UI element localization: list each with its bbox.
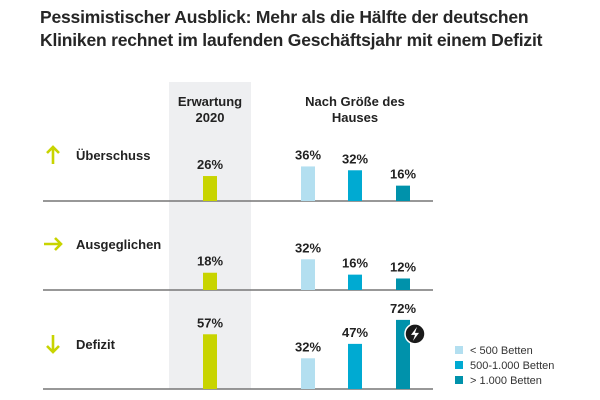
value-label: 57% bbox=[197, 315, 223, 330]
legend-swatch-medium bbox=[455, 361, 463, 369]
arrow-up-icon bbox=[46, 145, 60, 164]
legend-label: 500-1.000 Betten bbox=[470, 360, 554, 372]
chart-title: Pessimistischer Ausblick: Mehr als die H… bbox=[40, 6, 600, 52]
category-label: Überschuss bbox=[76, 148, 150, 163]
bar-expectation-1 bbox=[203, 272, 217, 290]
title-line-2: Kliniken rechnet im laufenden Geschäftsj… bbox=[40, 30, 543, 50]
legend-label: > 1.000 Betten bbox=[470, 375, 542, 387]
category-label: Ausgeglichen bbox=[76, 237, 161, 252]
value-label: 18% bbox=[197, 254, 223, 269]
group-header-0-line-0: Erwartung bbox=[178, 94, 242, 109]
group-header-1-line-1: Hauses bbox=[332, 110, 378, 125]
bar-medium-0 bbox=[348, 170, 362, 201]
group-header-0-line-1: 2020 bbox=[196, 110, 225, 125]
value-label: 16% bbox=[342, 256, 368, 271]
legend-swatch-large bbox=[455, 376, 463, 384]
bar-small-1 bbox=[301, 259, 315, 290]
bar-medium-1 bbox=[348, 274, 362, 290]
value-label: 36% bbox=[295, 147, 321, 162]
arrow-down-icon bbox=[46, 335, 60, 354]
value-label: 26% bbox=[197, 157, 223, 172]
group-header-1-line-0: Nach Größe des bbox=[305, 94, 405, 109]
value-label: 47% bbox=[342, 325, 368, 340]
value-label: 12% bbox=[390, 259, 416, 274]
value-label: 32% bbox=[342, 151, 368, 166]
value-label: 16% bbox=[390, 167, 416, 182]
value-label: 72% bbox=[390, 301, 416, 316]
category-label: Defizit bbox=[76, 337, 116, 352]
value-label: 32% bbox=[295, 240, 321, 255]
title-line-1: Pessimistischer Ausblick: Mehr als die H… bbox=[40, 7, 529, 27]
legend-swatch-small bbox=[455, 346, 463, 354]
bar-small-2 bbox=[301, 358, 315, 389]
bar-expectation-2 bbox=[203, 334, 217, 389]
bar-medium-2 bbox=[348, 343, 362, 389]
legend-label: < 500 Betten bbox=[470, 345, 533, 357]
value-label: 32% bbox=[295, 339, 321, 354]
lightning-icon bbox=[411, 326, 419, 341]
bar-large-0 bbox=[396, 185, 410, 201]
bar-large-1 bbox=[396, 278, 410, 290]
arrow-right-icon bbox=[44, 237, 63, 251]
bar-small-0 bbox=[301, 166, 315, 201]
bar-expectation-0 bbox=[203, 176, 217, 201]
